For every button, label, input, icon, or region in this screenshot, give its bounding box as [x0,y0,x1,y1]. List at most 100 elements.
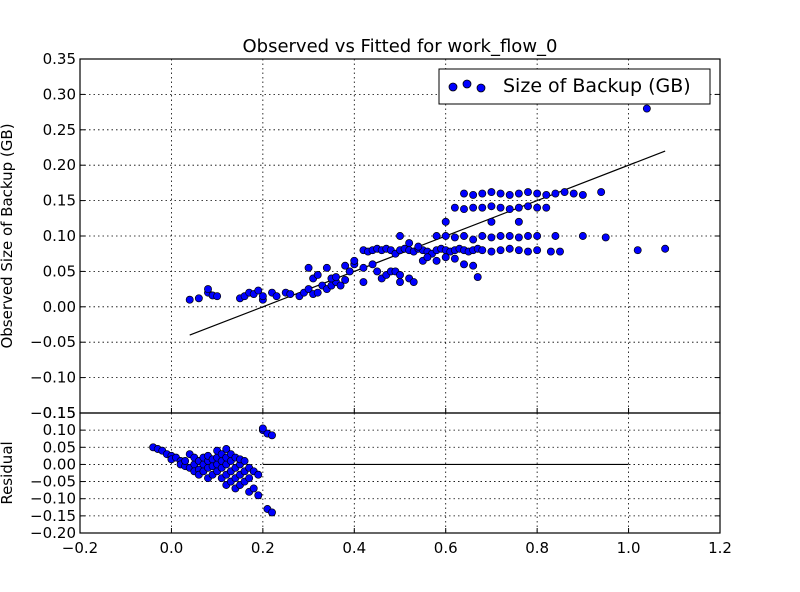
scatter-point [313,288,322,297]
scatter-point [578,190,587,199]
residual-point [254,491,263,500]
residual-point [245,474,254,483]
scatter-point [460,260,468,269]
residual-y-tick-label: −0.05 [30,473,76,491]
scatter-point [514,217,523,226]
scatter-point [478,246,487,255]
scatter-point [505,232,514,240]
scatter-point [350,256,359,265]
scatter-point [505,205,514,214]
scatter-point [496,189,505,198]
scatter-point [322,263,331,272]
residual-y-tick-label: −0.20 [30,524,76,542]
scatter-point [414,242,423,251]
scatter-point [204,285,212,294]
scatter-point [551,232,560,240]
scatter-point [496,203,505,212]
scatter-point [478,232,487,240]
fit-line [189,150,666,336]
scatter-point [258,292,267,301]
scatter-point [409,278,418,286]
scatter-point [304,285,313,294]
scatter-point [633,246,642,255]
scatter-point [505,244,514,253]
residual-point [249,484,258,493]
top-fit-line [189,150,666,336]
y-tick-label: −0.05 [30,333,76,351]
scatter-point [345,267,354,276]
residual-y-ticks: −0.20−0.15−0.10−0.050.000.050.100.15 [30,404,720,542]
scatter-point [359,278,368,286]
scatter-point [533,189,542,198]
scatter-point [533,203,542,212]
scatter-point [450,254,459,263]
scatter-point [441,253,450,262]
legend-marker [448,82,458,92]
residual-y-tick-label: 0.15 [43,404,76,422]
scatter-point [368,260,377,269]
scatter-point [185,295,194,304]
legend-box [438,68,711,105]
y-tick-label: 0.35 [43,50,76,68]
scatter-point [487,188,496,197]
scatter-point [432,256,441,265]
scatter-point [551,189,560,198]
scatter-point [460,189,468,198]
scatter-point [487,202,496,211]
scatter-point [469,203,478,212]
x-tick-label: 0.4 [342,539,366,557]
scatter-point [341,275,350,284]
residual-plot-panel: −0.20−0.15−0.10−0.050.000.050.100.15 −0.… [30,404,732,557]
scatter-point [396,232,404,240]
scatter-point [601,233,610,242]
x-tick-label: 0.2 [251,539,275,557]
residual-y-tick-label: 0.10 [43,421,76,439]
scatter-point [396,278,404,286]
y-axis-label: Observed Size of Backup (GB) [0,123,16,348]
scatter-point [313,270,322,279]
residual-y-axis-label: Residual [0,441,16,504]
scatter-point [524,247,532,256]
y-tick-label: 0.05 [43,262,76,280]
scatter-point [478,189,487,198]
scatter-point [469,261,478,270]
scatter-point [254,286,263,295]
scatter-point [304,263,313,272]
y-tick-label: 0.10 [43,227,76,245]
scatter-point [332,273,340,282]
scatter-point [194,294,203,303]
scatter-point [478,203,487,212]
legend: Size of Backup (GB) [438,68,711,105]
scatter-point [487,217,496,226]
x-tick-label: 1.2 [708,539,732,557]
scatter-point [469,235,478,244]
residual-y-tick-label: −0.15 [30,507,76,525]
scatter-point [560,188,569,197]
scatter-point [487,233,496,242]
scatter-point [336,281,345,290]
scatter-point [556,247,564,256]
scatter-point [533,232,542,240]
scatter-point [496,232,505,240]
scatter-point [514,233,523,242]
residual-grid [79,412,721,534]
residual-point [240,457,249,465]
residual-point [254,470,263,479]
residual-plot-frame [79,412,721,534]
residual-point [268,508,276,517]
scatter-point [272,292,281,301]
top-scatter-points [185,104,670,304]
scatter-point [341,261,350,270]
x-tick-label: 1.0 [617,539,641,557]
y-tick-label: −0.15 [30,404,76,422]
scatter-point [514,246,523,255]
x-tick-label: 0.0 [159,539,183,557]
scatter-point [213,292,222,301]
legend-marker [462,79,472,89]
y-tick-label: 0.15 [43,192,76,210]
residual-point [181,457,190,465]
scatter-point [359,263,368,272]
scatter-point [441,217,450,226]
scatter-point [450,203,459,212]
